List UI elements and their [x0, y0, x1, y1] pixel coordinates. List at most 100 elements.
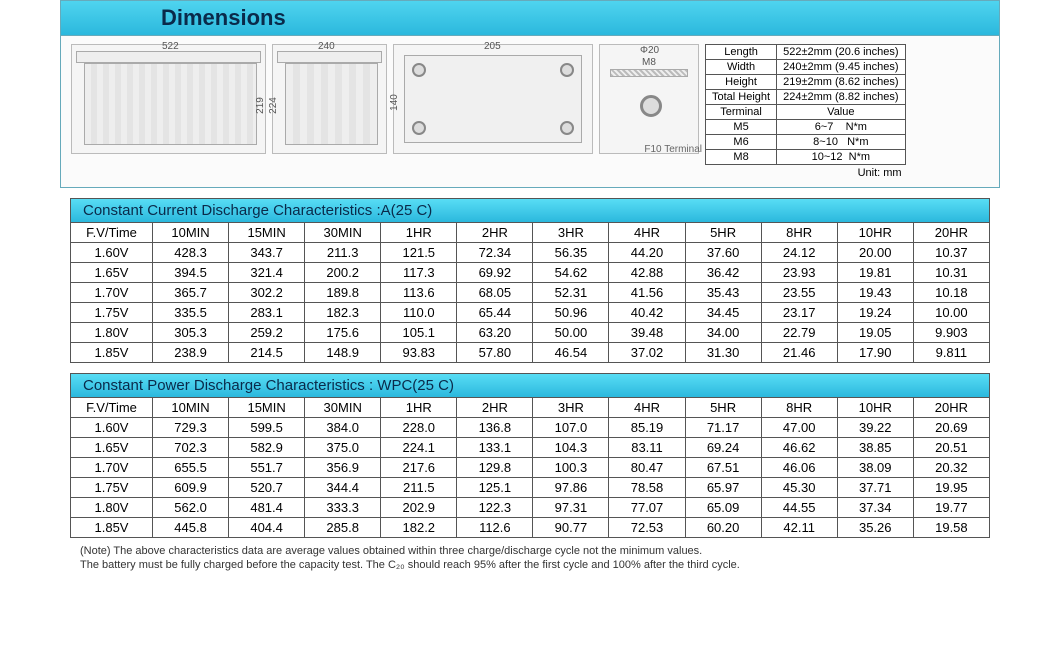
cell: 133.1	[457, 438, 533, 458]
table-row: 1.70V365.7302.2189.8113.668.0552.3141.56…	[71, 283, 990, 303]
dimspec-value: 240±2mm (9.45 inches)	[777, 60, 905, 75]
cell: 38.09	[837, 458, 913, 478]
col-header: F.V/Time	[71, 223, 153, 243]
dimspec-label: Width	[706, 60, 777, 75]
cell: 47.00	[761, 418, 837, 438]
col-header: 10MIN	[153, 223, 229, 243]
cell: 302.2	[229, 283, 305, 303]
dimspec-value: 219±2mm (8.62 inches)	[777, 75, 905, 90]
cell: 214.5	[229, 343, 305, 363]
col-header: F.V/Time	[71, 398, 153, 418]
dim-d1-height: 219	[255, 97, 266, 114]
cell: 23.55	[761, 283, 837, 303]
terminal-value: 8~10 N*m	[777, 135, 905, 150]
row-label: 1.70V	[71, 283, 153, 303]
cell: 10.37	[913, 243, 989, 263]
cell: 10.31	[913, 263, 989, 283]
terminal-header: Terminal	[706, 105, 777, 120]
cell: 104.3	[533, 438, 609, 458]
col-header: 15MIN	[229, 398, 305, 418]
cell: 148.9	[305, 343, 381, 363]
col-header: 10HR	[837, 223, 913, 243]
col-header: 5HR	[685, 398, 761, 418]
dimspec-label: Height	[706, 75, 777, 90]
cell: 90.77	[533, 518, 609, 538]
cell: 175.6	[305, 323, 381, 343]
cell: 189.8	[305, 283, 381, 303]
cell: 136.8	[457, 418, 533, 438]
cell: 10.00	[913, 303, 989, 323]
dimspec-label: Length	[706, 45, 777, 60]
table-row: 1.75V609.9520.7344.4211.5125.197.8678.58…	[71, 478, 990, 498]
cell: 702.3	[153, 438, 229, 458]
cell: 71.17	[685, 418, 761, 438]
cell: 37.71	[837, 478, 913, 498]
cell: 38.85	[837, 438, 913, 458]
table-row: 1.70V655.5551.7356.9217.6129.8100.380.47…	[71, 458, 990, 478]
cell: 85.19	[609, 418, 685, 438]
col-header: 3HR	[533, 223, 609, 243]
table-row: 1.65V394.5321.4200.2117.369.9254.6242.88…	[71, 263, 990, 283]
cell: 321.4	[229, 263, 305, 283]
cell: 551.7	[229, 458, 305, 478]
cell: 100.3	[533, 458, 609, 478]
cell: 520.7	[229, 478, 305, 498]
table-row: 1.65V702.3582.9375.0224.1133.1104.383.11…	[71, 438, 990, 458]
cell: 78.58	[609, 478, 685, 498]
dim-d3-width: 205	[484, 41, 501, 52]
terminal-label: M5	[706, 120, 777, 135]
terminal-type-label: F10 Terminal	[644, 144, 702, 155]
cell: 21.46	[761, 343, 837, 363]
cell: 182.3	[305, 303, 381, 323]
table-row: 1.80V305.3259.2175.6105.163.2050.0039.48…	[71, 323, 990, 343]
dim-d3-height: 140	[389, 94, 400, 111]
cell: 63.20	[457, 323, 533, 343]
cell: 42.11	[761, 518, 837, 538]
cell: 46.06	[761, 458, 837, 478]
cell: 72.34	[457, 243, 533, 263]
dim-d1-width: 522	[162, 41, 179, 52]
cell: 107.0	[533, 418, 609, 438]
cell: 445.8	[153, 518, 229, 538]
cell: 19.24	[837, 303, 913, 323]
cell: 19.81	[837, 263, 913, 283]
dimspec-table: Length522±2mm (20.6 inches)Width240±2mm …	[705, 44, 906, 165]
cell: 23.17	[761, 303, 837, 323]
cell: 285.8	[305, 518, 381, 538]
cell: 52.31	[533, 283, 609, 303]
dimensions-header: Dimensions	[60, 0, 1000, 36]
cell: 113.6	[381, 283, 457, 303]
cell: 117.3	[381, 263, 457, 283]
cell: 22.79	[761, 323, 837, 343]
cell: 20.00	[837, 243, 913, 263]
cell: 729.3	[153, 418, 229, 438]
terminal-header: Value	[777, 105, 905, 120]
cell: 34.45	[685, 303, 761, 323]
cell: 80.47	[609, 458, 685, 478]
cell: 19.95	[913, 478, 989, 498]
cell: 384.0	[305, 418, 381, 438]
col-header: 1HR	[381, 223, 457, 243]
footnote-1: (Note) The above characteristics data ar…	[80, 544, 980, 558]
col-header: 8HR	[761, 223, 837, 243]
cell: 182.2	[381, 518, 457, 538]
col-header: 10MIN	[153, 398, 229, 418]
dimspec-value: 224±2mm (8.82 inches)	[777, 90, 905, 105]
cell: 259.2	[229, 323, 305, 343]
table1-title: Constant Current Discharge Characteristi…	[70, 198, 990, 222]
cell: 97.31	[533, 498, 609, 518]
cell: 20.51	[913, 438, 989, 458]
cell: 56.35	[533, 243, 609, 263]
col-header: 2HR	[457, 223, 533, 243]
cell: 428.3	[153, 243, 229, 263]
dim-d4-m: M8	[642, 57, 656, 68]
cell: 19.58	[913, 518, 989, 538]
unit-label: Unit: mm	[705, 165, 906, 179]
table1: F.V/Time10MIN15MIN30MIN1HR2HR3HR4HR5HR8H…	[70, 222, 990, 363]
dimspec-wrapper: Length522±2mm (20.6 inches)Width240±2mm …	[705, 44, 906, 179]
cell: 67.51	[685, 458, 761, 478]
cell: 129.8	[457, 458, 533, 478]
cell: 72.53	[609, 518, 685, 538]
table-row: 1.85V445.8404.4285.8182.2112.690.7772.53…	[71, 518, 990, 538]
col-header: 4HR	[609, 223, 685, 243]
